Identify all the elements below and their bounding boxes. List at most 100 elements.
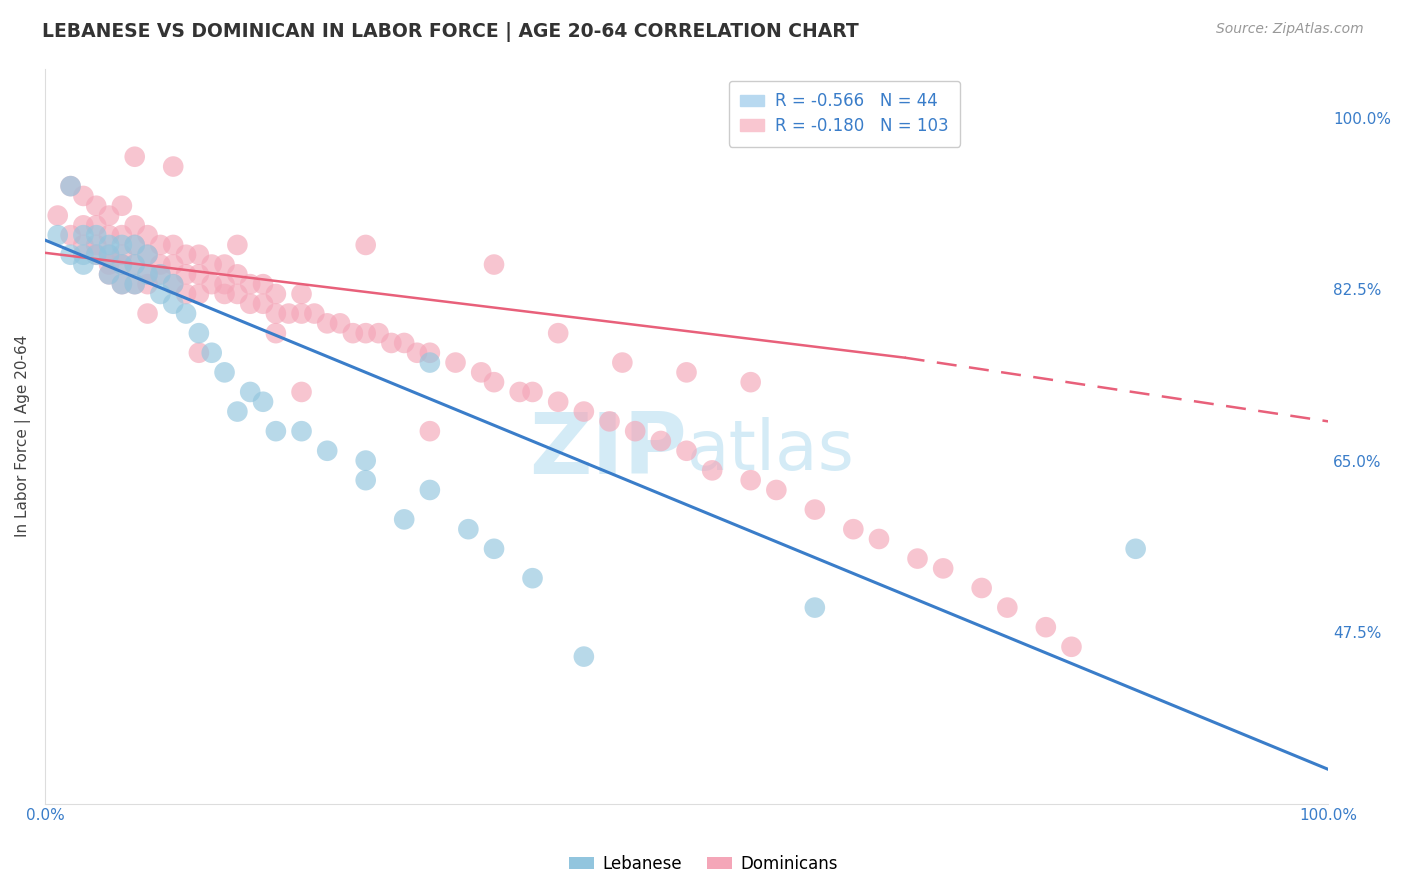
Point — [187, 248, 209, 262]
Point — [149, 238, 172, 252]
Point — [111, 248, 134, 262]
Point — [572, 649, 595, 664]
Point — [354, 473, 377, 487]
Point — [264, 424, 287, 438]
Point — [290, 424, 312, 438]
Point — [162, 258, 184, 272]
Point — [136, 268, 159, 282]
Y-axis label: In Labor Force | Age 20-64: In Labor Force | Age 20-64 — [15, 334, 31, 537]
Point — [444, 355, 467, 369]
Point — [149, 268, 172, 282]
Point — [740, 375, 762, 389]
Point — [149, 268, 172, 282]
Point — [187, 287, 209, 301]
Point — [342, 326, 364, 340]
Point — [804, 502, 827, 516]
Point — [239, 277, 262, 292]
Point — [72, 238, 94, 252]
Point — [174, 268, 197, 282]
Point — [111, 228, 134, 243]
Point — [482, 375, 505, 389]
Point — [111, 258, 134, 272]
Point — [252, 394, 274, 409]
Text: Source: ZipAtlas.com: Source: ZipAtlas.com — [1216, 22, 1364, 37]
Point — [98, 209, 121, 223]
Point — [316, 443, 339, 458]
Point — [392, 512, 415, 526]
Text: ZIP: ZIP — [529, 409, 686, 492]
Point — [907, 551, 929, 566]
Point — [162, 277, 184, 292]
Point — [84, 219, 107, 233]
Point — [470, 365, 492, 379]
Point — [509, 384, 531, 399]
Point — [111, 238, 134, 252]
Point — [675, 443, 697, 458]
Point — [367, 326, 389, 340]
Point — [842, 522, 865, 536]
Point — [482, 258, 505, 272]
Point — [239, 297, 262, 311]
Point — [572, 404, 595, 418]
Point — [59, 228, 82, 243]
Point — [226, 268, 249, 282]
Point — [970, 581, 993, 595]
Point — [98, 248, 121, 262]
Point — [214, 277, 236, 292]
Point — [290, 307, 312, 321]
Point — [174, 287, 197, 301]
Point — [201, 258, 224, 272]
Point — [98, 258, 121, 272]
Point — [201, 345, 224, 359]
Point — [702, 463, 724, 477]
Point — [59, 179, 82, 194]
Point — [111, 199, 134, 213]
Point — [98, 268, 121, 282]
Point — [59, 179, 82, 194]
Point — [124, 238, 146, 252]
Point — [136, 248, 159, 262]
Point — [124, 277, 146, 292]
Point — [214, 365, 236, 379]
Point — [1035, 620, 1057, 634]
Point — [111, 277, 134, 292]
Point — [136, 277, 159, 292]
Point — [98, 248, 121, 262]
Point — [72, 219, 94, 233]
Legend: R = -0.566   N = 44, R = -0.180   N = 103: R = -0.566 N = 44, R = -0.180 N = 103 — [728, 80, 960, 146]
Point — [111, 258, 134, 272]
Point — [72, 258, 94, 272]
Point — [522, 571, 544, 585]
Point — [84, 238, 107, 252]
Point — [547, 326, 569, 340]
Point — [932, 561, 955, 575]
Point — [124, 258, 146, 272]
Point — [98, 268, 121, 282]
Point — [419, 355, 441, 369]
Point — [354, 238, 377, 252]
Point — [84, 248, 107, 262]
Point — [84, 228, 107, 243]
Point — [1125, 541, 1147, 556]
Point — [252, 277, 274, 292]
Point — [111, 277, 134, 292]
Point — [187, 268, 209, 282]
Point — [304, 307, 326, 321]
Point — [124, 150, 146, 164]
Point — [740, 473, 762, 487]
Point — [187, 326, 209, 340]
Point — [136, 268, 159, 282]
Point — [419, 424, 441, 438]
Point — [419, 345, 441, 359]
Point — [482, 541, 505, 556]
Point — [84, 248, 107, 262]
Point — [675, 365, 697, 379]
Point — [124, 277, 146, 292]
Point — [804, 600, 827, 615]
Point — [59, 248, 82, 262]
Point — [214, 258, 236, 272]
Point — [124, 258, 146, 272]
Point — [124, 238, 146, 252]
Point — [547, 394, 569, 409]
Point — [624, 424, 647, 438]
